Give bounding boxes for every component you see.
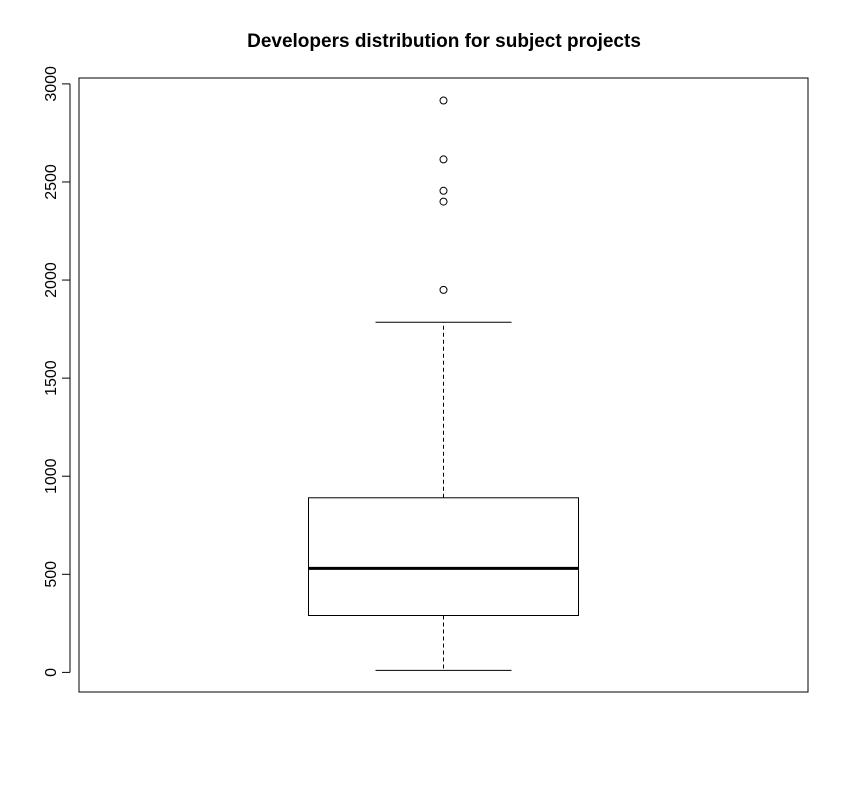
outlier-point bbox=[439, 96, 448, 105]
outlier-point bbox=[439, 155, 448, 164]
y-tick-label: 1000 bbox=[43, 458, 60, 494]
y-tick-label: 0 bbox=[43, 668, 60, 677]
y-axis: 0 500 1000 1500 2000 2500 3000 bbox=[43, 66, 71, 677]
y-tick-label: 3000 bbox=[43, 66, 60, 102]
outlier-point bbox=[439, 285, 448, 294]
iqr-box bbox=[308, 497, 579, 616]
plot-frame bbox=[78, 77, 809, 693]
outlier-point bbox=[439, 197, 448, 206]
y-tick-label: 1500 bbox=[43, 360, 60, 396]
box-group bbox=[308, 96, 579, 671]
chart-title: Developers distribution for subject proj… bbox=[247, 31, 641, 52]
y-tick-label: 2000 bbox=[43, 262, 60, 298]
outlier-point bbox=[439, 186, 448, 195]
y-tick-label: 500 bbox=[43, 561, 60, 588]
y-tick-label: 2500 bbox=[43, 164, 60, 200]
